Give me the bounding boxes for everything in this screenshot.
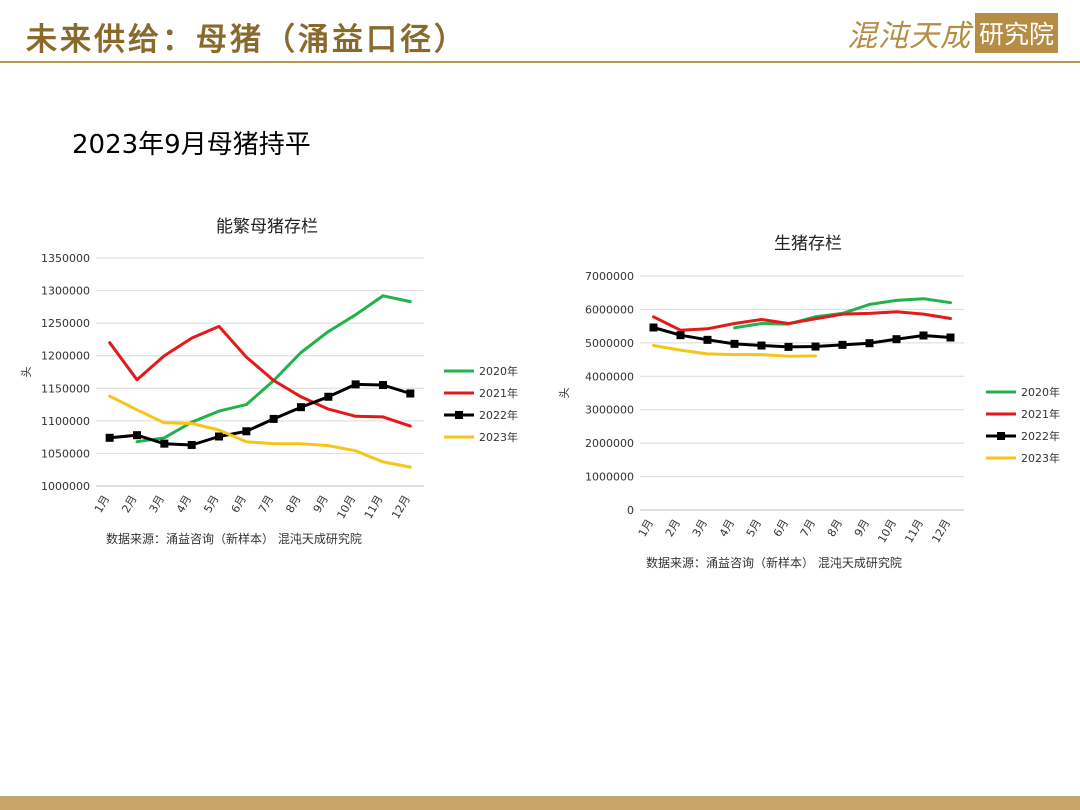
data-point <box>379 381 387 390</box>
x-tick-label: 11月 <box>362 493 386 521</box>
x-tick-label: 12月 <box>929 517 953 545</box>
data-point <box>187 440 196 449</box>
data-point <box>946 333 955 342</box>
legend-label: 2020年 <box>479 364 518 378</box>
x-tick-label: 7月 <box>798 517 818 539</box>
data-point <box>784 342 793 351</box>
data-point <box>676 331 685 340</box>
data-point <box>406 389 415 398</box>
slide-title: 未来供给：母猪（涌益口径） <box>26 22 468 58</box>
y-tick-label: 1250000 <box>41 317 90 330</box>
x-tick-label: 12月 <box>389 493 413 521</box>
chart-title: 能繁母猪存栏 <box>216 217 318 237</box>
chart-sow-inventory: 能繁母猪存栏 1000000 1050000 1100000 1150000 120000… <box>16 200 536 560</box>
y-tick-label: 1200000 <box>41 350 90 363</box>
legend-marker <box>997 432 1005 440</box>
legend-label: 2023年 <box>479 430 518 444</box>
y-tick-label: 1150000 <box>41 382 90 395</box>
data-point <box>324 392 333 401</box>
y-tick-label: 1300000 <box>41 285 90 298</box>
legend-label: 2022年 <box>479 408 518 422</box>
legend-label: 2023年 <box>1021 451 1060 465</box>
x-tick-label: 6月 <box>771 517 791 539</box>
data-point <box>160 439 169 448</box>
data-point <box>105 433 114 442</box>
series-line <box>652 344 817 358</box>
x-tick-label: 9月 <box>311 493 331 515</box>
y-tick-label: 1000000 <box>41 480 90 493</box>
data-point <box>892 335 901 344</box>
chart-title: 生猪存栏 <box>774 234 842 254</box>
y-tick-label: 5000000 <box>585 337 634 350</box>
y-tick-label: 1000000 <box>585 471 634 484</box>
slide-subtitle: 2023年9月母猪持平 <box>72 130 311 160</box>
data-point <box>865 339 874 348</box>
y-tick-label: 7000000 <box>585 270 634 283</box>
x-tick-label: 5月 <box>744 517 764 539</box>
data-point <box>703 335 712 344</box>
data-point <box>269 414 278 423</box>
y-tick-label: 6000000 <box>585 303 634 316</box>
series-line <box>108 324 412 428</box>
footer-bar <box>0 796 1080 810</box>
y-tick-label: 4000000 <box>585 370 634 383</box>
y-tick-label: 0 <box>627 504 634 517</box>
data-point <box>649 323 658 332</box>
legend-label: 2021年 <box>1021 407 1060 421</box>
x-tick-label: 11月 <box>902 517 926 545</box>
legend-label: 2022年 <box>1021 429 1060 443</box>
y-tick-label: 1350000 <box>41 252 90 265</box>
logo-script-text: 混沌天成 <box>846 19 971 54</box>
data-point <box>838 340 847 349</box>
y-axis-label: 头 <box>20 367 33 378</box>
data-point <box>351 380 360 389</box>
y-tick-label: 1050000 <box>41 447 90 460</box>
data-point <box>297 403 305 412</box>
series-line <box>108 394 412 469</box>
chart-source-note: 数据来源：涌益咨询（新样本） 混沌天成研究院 <box>106 531 362 546</box>
chart-source-note: 数据来源：涌益咨询（新样本） 混沌天成研究院 <box>646 555 902 570</box>
x-tick-label: 1月 <box>636 517 656 539</box>
y-tick-label: 2000000 <box>585 437 634 450</box>
x-tick-label: 5月 <box>201 493 221 515</box>
chart-svg: 能繁母猪存栏 1000000 1050000 1100000 1150000 120000… <box>20 217 518 546</box>
slide-header: 未来供给：母猪（涌益口径） 混沌天成 研究院 <box>0 0 1080 66</box>
x-tick-label: 3月 <box>147 493 167 515</box>
series-line <box>108 382 412 447</box>
brand-logo: 混沌天成 研究院 <box>847 12 1058 54</box>
logo-box-text: 研究院 <box>974 13 1058 53</box>
legend-marker <box>455 411 463 419</box>
data-point <box>133 431 141 440</box>
x-tick-label: 6月 <box>229 493 249 515</box>
data-point <box>811 342 820 351</box>
x-tick-label: 10月 <box>875 517 899 545</box>
x-tick-label: 2月 <box>663 517 683 539</box>
y-tick-label: 3000000 <box>585 404 634 417</box>
data-point <box>757 341 766 350</box>
series-line <box>652 310 952 332</box>
series-line <box>652 326 952 349</box>
chart-hog-inventory: 生猪存栏 0 1000000 2000000 3000000 4000000 5000000… <box>556 222 1076 582</box>
legend-label: 2020年 <box>1021 385 1060 399</box>
legend-label: 2021年 <box>479 386 518 400</box>
x-tick-label: 4月 <box>174 493 194 515</box>
x-tick-label: 10月 <box>335 493 359 521</box>
data-point <box>919 331 928 340</box>
y-axis-label: 头 <box>558 388 571 399</box>
data-point <box>730 339 739 348</box>
header-divider <box>0 61 1080 63</box>
x-tick-label: 1月 <box>92 493 112 515</box>
x-tick-label: 9月 <box>852 517 872 539</box>
data-point <box>215 432 223 441</box>
chart-svg: 生猪存栏 0 1000000 2000000 3000000 4000000 5000000… <box>558 234 1060 570</box>
x-tick-label: 7月 <box>256 493 276 515</box>
x-tick-label: 8月 <box>283 493 303 515</box>
y-tick-label: 1100000 <box>41 415 90 428</box>
x-tick-label: 8月 <box>825 517 845 539</box>
x-tick-label: 3月 <box>690 517 710 539</box>
x-tick-label: 2月 <box>119 493 139 515</box>
data-point <box>242 427 251 436</box>
x-tick-label: 4月 <box>717 517 737 539</box>
